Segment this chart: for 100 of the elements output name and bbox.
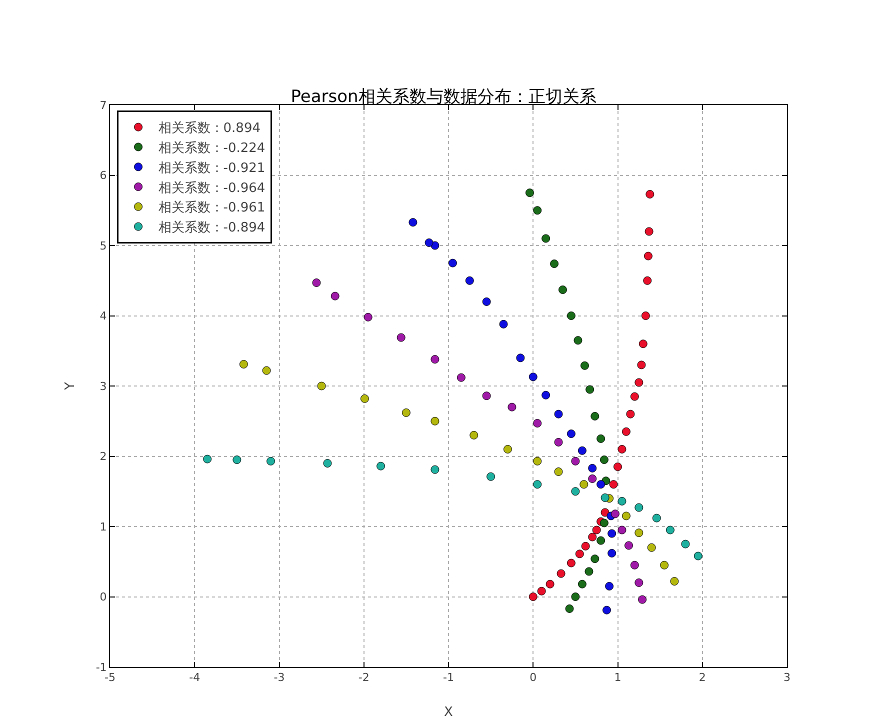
- legend-label: 相关系数：-0.921: [158, 160, 266, 176]
- point: [571, 592, 580, 601]
- point: [430, 416, 440, 426]
- point: [465, 276, 474, 285]
- point: [317, 382, 326, 390]
- point: [239, 360, 248, 368]
- point: [232, 456, 242, 464]
- legend-label: 相关系数：-0.224: [158, 141, 266, 156]
- point: [542, 234, 550, 243]
- x-tick-label: 2: [698, 671, 706, 684]
- point: [590, 554, 600, 564]
- point: [554, 438, 563, 446]
- point: [525, 188, 534, 198]
- point: [608, 529, 616, 538]
- point: [588, 532, 597, 542]
- point: [580, 480, 588, 489]
- point: [618, 526, 626, 534]
- point: [610, 510, 620, 518]
- point: [596, 480, 606, 489]
- point: [578, 446, 586, 455]
- point: [622, 512, 630, 520]
- point: [660, 560, 669, 570]
- point: [482, 297, 491, 306]
- point: [609, 480, 618, 489]
- point: [580, 361, 589, 370]
- point: [670, 577, 679, 586]
- x-tick-label: -4: [189, 671, 200, 684]
- x-tick-label: -1: [443, 671, 454, 684]
- point: [558, 286, 567, 294]
- point: [556, 569, 566, 578]
- point: [578, 580, 586, 588]
- point: [643, 276, 652, 285]
- point: [430, 355, 440, 364]
- point: [542, 390, 550, 400]
- point: [571, 487, 580, 496]
- point: [266, 456, 276, 466]
- point: [652, 514, 661, 522]
- y-tick-label: 2: [100, 450, 107, 464]
- point: [647, 543, 656, 552]
- point: [630, 392, 639, 401]
- point: [590, 412, 600, 420]
- point: [574, 336, 582, 345]
- point: [554, 410, 563, 418]
- point: [360, 394, 369, 403]
- point: [533, 418, 542, 428]
- point: [456, 373, 466, 382]
- point: [644, 252, 652, 260]
- point: [592, 526, 601, 534]
- point: [424, 238, 434, 247]
- point: [605, 582, 614, 590]
- point: [581, 542, 590, 550]
- point: [554, 467, 563, 476]
- point: [533, 480, 542, 489]
- point: [448, 258, 457, 268]
- point: [408, 218, 418, 227]
- point: [644, 227, 654, 236]
- y-tick-label: 6: [100, 169, 107, 182]
- point: [637, 360, 646, 370]
- x-tick-label: -2: [358, 671, 370, 684]
- point: [630, 560, 639, 570]
- legend-label: 相关系数：-0.964: [158, 180, 266, 196]
- x-tick-label: -3: [274, 671, 285, 684]
- point: [533, 456, 542, 466]
- point: [618, 444, 626, 454]
- x-tick-label: 1: [614, 671, 622, 684]
- point: [312, 278, 321, 287]
- point: [646, 190, 654, 198]
- point: [430, 465, 440, 474]
- point: [600, 518, 608, 528]
- point: [602, 606, 611, 614]
- x-tick-label: 0: [530, 671, 537, 684]
- x-axis-title: X: [444, 705, 454, 720]
- point: [323, 459, 332, 468]
- point: [681, 540, 690, 548]
- point: [566, 430, 576, 438]
- y-tick-label: 5: [100, 239, 107, 252]
- point: [482, 392, 491, 400]
- point: [402, 408, 410, 417]
- point: [499, 320, 508, 328]
- y-tick-label: 0: [100, 590, 107, 604]
- point: [528, 372, 538, 382]
- point: [566, 312, 576, 320]
- legend-label: 相关系数：-0.894: [158, 220, 266, 236]
- y-tick-label: 7: [100, 98, 107, 112]
- point: [666, 526, 674, 534]
- point: [634, 528, 644, 538]
- point: [626, 410, 635, 418]
- point: [614, 462, 622, 472]
- point: [600, 493, 610, 502]
- legend-label: 相关系数：0.894: [158, 121, 260, 136]
- point: [641, 312, 650, 320]
- point: [624, 541, 633, 550]
- point: [618, 496, 626, 506]
- point: [470, 430, 478, 440]
- point: [694, 552, 702, 560]
- point: [622, 427, 630, 436]
- point: [528, 592, 538, 601]
- chart-title: Pearson相关系数与数据分布：正切关系: [290, 86, 596, 107]
- y-axis-title: Y: [63, 382, 78, 391]
- point: [516, 354, 525, 362]
